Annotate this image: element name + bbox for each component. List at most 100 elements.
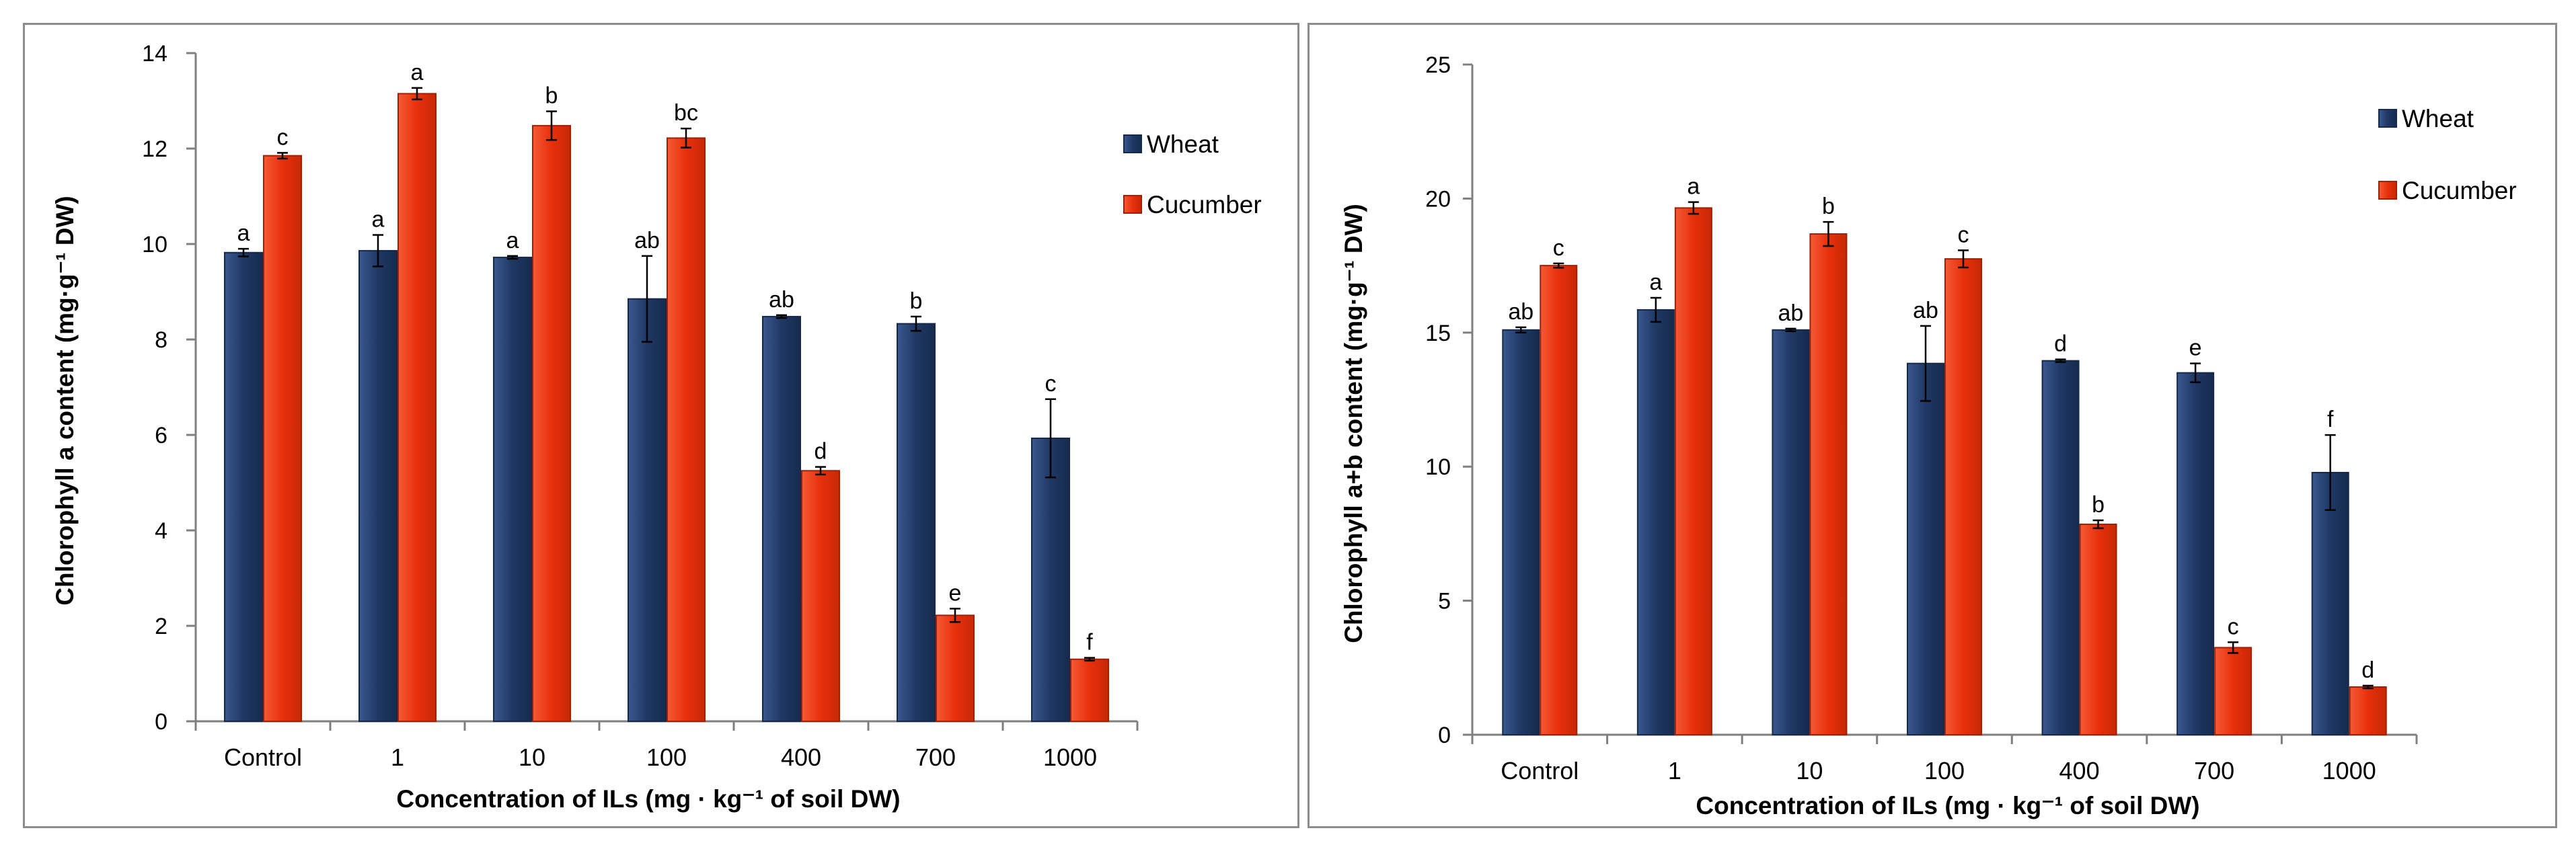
significance-label: a [372, 207, 385, 233]
bar-cucumber-control [263, 155, 302, 722]
x-tick-label: 700 [915, 743, 956, 771]
error-bar [1823, 220, 1834, 247]
error-bar [1650, 296, 1661, 323]
bar-wheat-1000 [2311, 471, 2349, 735]
bar-wheat-control [224, 251, 263, 722]
significance-label: c [1958, 222, 1969, 247]
bar-cucumber-700 [936, 614, 975, 722]
x-tick-label: 700 [2194, 757, 2234, 784]
significance-label: b [910, 288, 923, 314]
chart-panel-chlorophyll-ab: Chlorophyll a+b content (mg·g⁻¹ DW) Conc… [1308, 23, 2557, 828]
significance-label: d [815, 439, 827, 465]
error-bar [2055, 358, 2066, 363]
error-bar [1785, 327, 1796, 333]
significance-label: b [2092, 492, 2105, 518]
legend-label-cucumber: Cucumber [2402, 177, 2517, 204]
x-tick-label: 10 [519, 743, 545, 771]
bar-wheat-control [1502, 329, 1540, 735]
bar-cucumber-1000 [2349, 686, 2387, 736]
legend-swatch-wheat [2378, 109, 2397, 128]
bar-cucumber-700 [2214, 647, 2252, 736]
error-bar [1515, 326, 1527, 334]
significance-label: ab [1508, 299, 1533, 325]
y-tick-label: 10 [142, 232, 167, 257]
bar-cucumber-100 [667, 137, 706, 722]
y-tick-label: 0 [155, 709, 167, 735]
significance-label: f [2327, 407, 2334, 432]
bar-cucumber-10 [532, 124, 571, 723]
significance-label: ab [1778, 300, 1804, 326]
y-tick-label: 25 [1425, 52, 1451, 78]
significance-label: c [1553, 235, 1564, 261]
x-tick-label: 1 [1668, 757, 1681, 784]
y-tick-label: 4 [155, 518, 167, 544]
error-bar [2228, 641, 2239, 654]
bar-wheat-400 [2041, 360, 2080, 735]
x-tick-label: 400 [781, 743, 821, 771]
x-axis-label: Concentration of ILs (mg · kg⁻¹ of soil … [1696, 792, 2199, 819]
error-bar [950, 608, 960, 623]
bar-wheat-400 [762, 315, 801, 723]
legend-label-wheat: Wheat [1147, 130, 1219, 158]
y-tick-label: 15 [1425, 321, 1451, 346]
significance-label: ab [634, 228, 660, 253]
bar-cucumber-400 [801, 470, 840, 722]
error-bar [412, 87, 422, 101]
error-bar [2362, 684, 2374, 690]
significance-label: ab [1913, 298, 1938, 323]
significance-label: b [1822, 194, 1835, 219]
bar-wheat-100 [1907, 362, 1944, 735]
error-bar [1084, 657, 1095, 662]
significance-label: a [237, 220, 250, 246]
significance-label: d [2054, 331, 2067, 357]
y-tick-label: 0 [1438, 723, 1451, 748]
significance-label: a [1649, 270, 1662, 295]
chart-chlorophyll-a: Chlorophyll a content (mg·g⁻¹ DW) Concen… [51, 41, 1262, 813]
bar-wheat-1000 [1031, 437, 1070, 722]
y-tick-label: 10 [1425, 454, 1451, 480]
x-tick-label: 1 [391, 743, 404, 771]
bar-cucumber-1 [1674, 207, 1712, 736]
x-tick-label: Control [224, 743, 302, 771]
y-tick-label: 14 [142, 41, 167, 67]
error-bar [546, 110, 557, 141]
y-axis-label: Chlorophyll a+b content (mg·g⁻¹ DW) [1340, 204, 1367, 643]
x-tick-label: 10 [1796, 757, 1823, 784]
bar-cucumber-400 [2079, 523, 2117, 736]
y-tick-label: 5 [1438, 589, 1451, 614]
bar-wheat-10 [493, 256, 532, 722]
y-axis-label: Chlorophyll a content (mg·g⁻¹ DW) [51, 196, 79, 605]
significance-label: ab [769, 287, 794, 313]
x-tick-label: 100 [646, 743, 687, 771]
significance-label: f [1086, 630, 1093, 655]
x-tick-label: 1000 [1043, 743, 1097, 771]
y-tick-label: 6 [155, 423, 167, 448]
significance-label: b [545, 83, 558, 109]
error-bar [681, 127, 691, 149]
y-tick-label: 20 [1425, 186, 1451, 212]
bar-wheat-10 [1772, 329, 1810, 735]
error-bar [911, 315, 921, 332]
chart-panel-chlorophyll-a: Chlorophyll a content (mg·g⁻¹ DW) Concen… [23, 23, 1299, 828]
error-bar [373, 234, 383, 268]
legend-swatch-cucumber [1123, 195, 1142, 214]
bar-cucumber-1000 [1070, 658, 1109, 723]
significance-label: c [2228, 614, 2239, 639]
x-tick-label: Control [1501, 757, 1579, 784]
error-bar [642, 255, 652, 343]
x-tick-label: 100 [1924, 757, 1965, 784]
significance-label: e [949, 580, 962, 606]
error-bar [1045, 398, 1056, 479]
error-bar [1920, 325, 1931, 402]
bar-cucumber-10 [1809, 233, 1848, 735]
error-bar [1958, 249, 1969, 269]
bar-wheat-700 [2176, 372, 2215, 735]
bar-wheat-100 [628, 298, 667, 722]
legend: Wheat Cucumber [1123, 130, 1262, 218]
legend: Wheat Cucumber [2378, 105, 2517, 204]
error-bar [815, 466, 826, 476]
error-bar [1688, 201, 1699, 215]
significance-label: c [277, 124, 289, 150]
significance-label: a [411, 60, 424, 85]
error-bar [2324, 434, 2336, 512]
